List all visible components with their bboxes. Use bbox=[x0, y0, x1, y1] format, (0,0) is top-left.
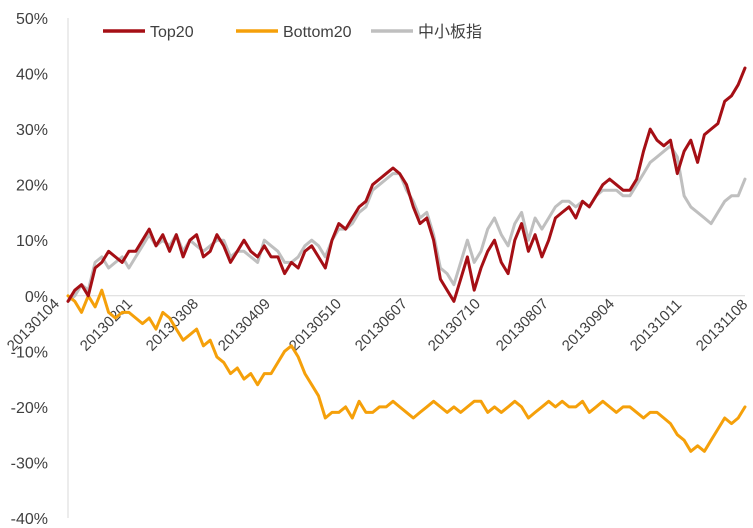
y-tick-label: -20% bbox=[11, 400, 48, 417]
x-tick-label: 20131108 bbox=[693, 296, 751, 354]
x-tick-label: 20130904 bbox=[559, 295, 618, 354]
x-tick-label: 20130409 bbox=[215, 295, 274, 354]
y-axis: 50% 40% 30% 20% 10% 0% -10% -20% -30% -40% bbox=[11, 11, 69, 528]
legend-label: Top20 bbox=[150, 24, 194, 41]
y-tick-label: 50% bbox=[16, 11, 48, 28]
y-tick-label: 40% bbox=[16, 67, 48, 84]
x-tick-label: 20131011 bbox=[627, 296, 685, 354]
y-tick-label: -30% bbox=[11, 455, 48, 472]
legend: Top20 Bottom20 中小板指 bbox=[103, 23, 482, 41]
y-tick-label: -10% bbox=[11, 344, 48, 361]
y-tick-label: 0% bbox=[25, 289, 48, 306]
x-tick-label: 20130510 bbox=[286, 295, 345, 354]
series-line-0 bbox=[66, 66, 747, 303]
x-tick-label: 20130807 bbox=[493, 295, 552, 354]
y-tick-label: 10% bbox=[16, 233, 48, 250]
x-tick-label: 20130607 bbox=[352, 295, 411, 354]
series-line-2 bbox=[66, 144, 747, 303]
x-tick-label: 20130710 bbox=[425, 295, 484, 354]
series-line-1 bbox=[66, 288, 747, 453]
y-tick-label: -40% bbox=[11, 511, 48, 528]
plot-area bbox=[66, 66, 747, 453]
y-tick-label: 30% bbox=[16, 122, 48, 139]
x-axis: 20130104 20130201 20130308 20130409 20130510… bbox=[4, 295, 751, 355]
y-tick-label: 20% bbox=[16, 178, 48, 195]
legend-label: 中小板指 bbox=[418, 23, 482, 41]
legend-label: Bottom20 bbox=[283, 24, 352, 41]
